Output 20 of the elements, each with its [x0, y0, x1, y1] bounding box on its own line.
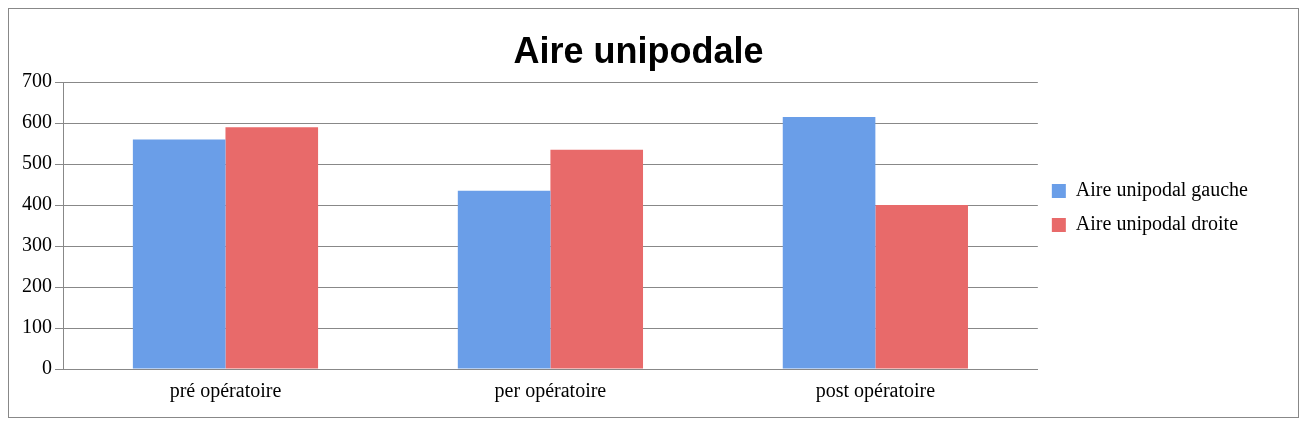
chart-title: Aire unipodale — [513, 29, 764, 71]
bar — [457, 190, 551, 369]
bar — [782, 117, 876, 369]
y-tick-label: 200 — [22, 274, 52, 297]
legend-label: Aire unipodal droite — [1075, 212, 1239, 236]
y-tick-label: 300 — [22, 233, 52, 256]
bar — [225, 127, 319, 369]
bar — [132, 139, 226, 369]
bar — [550, 149, 644, 369]
y-tick-label: 500 — [22, 151, 52, 174]
x-tick-label: post opératoire — [815, 379, 936, 403]
x-tick-label: pré opératoire — [169, 379, 282, 403]
y-tick-label: 100 — [22, 315, 52, 338]
y-tick-label: 600 — [22, 110, 52, 133]
y-tick-label: 0 — [42, 356, 52, 379]
y-tick-label: 700 — [22, 69, 52, 92]
bar — [875, 205, 968, 369]
legend-label: Aire unipodal gauche — [1075, 178, 1249, 202]
y-tick-label: 400 — [22, 192, 52, 215]
x-tick-label: per opératoire — [494, 379, 607, 403]
